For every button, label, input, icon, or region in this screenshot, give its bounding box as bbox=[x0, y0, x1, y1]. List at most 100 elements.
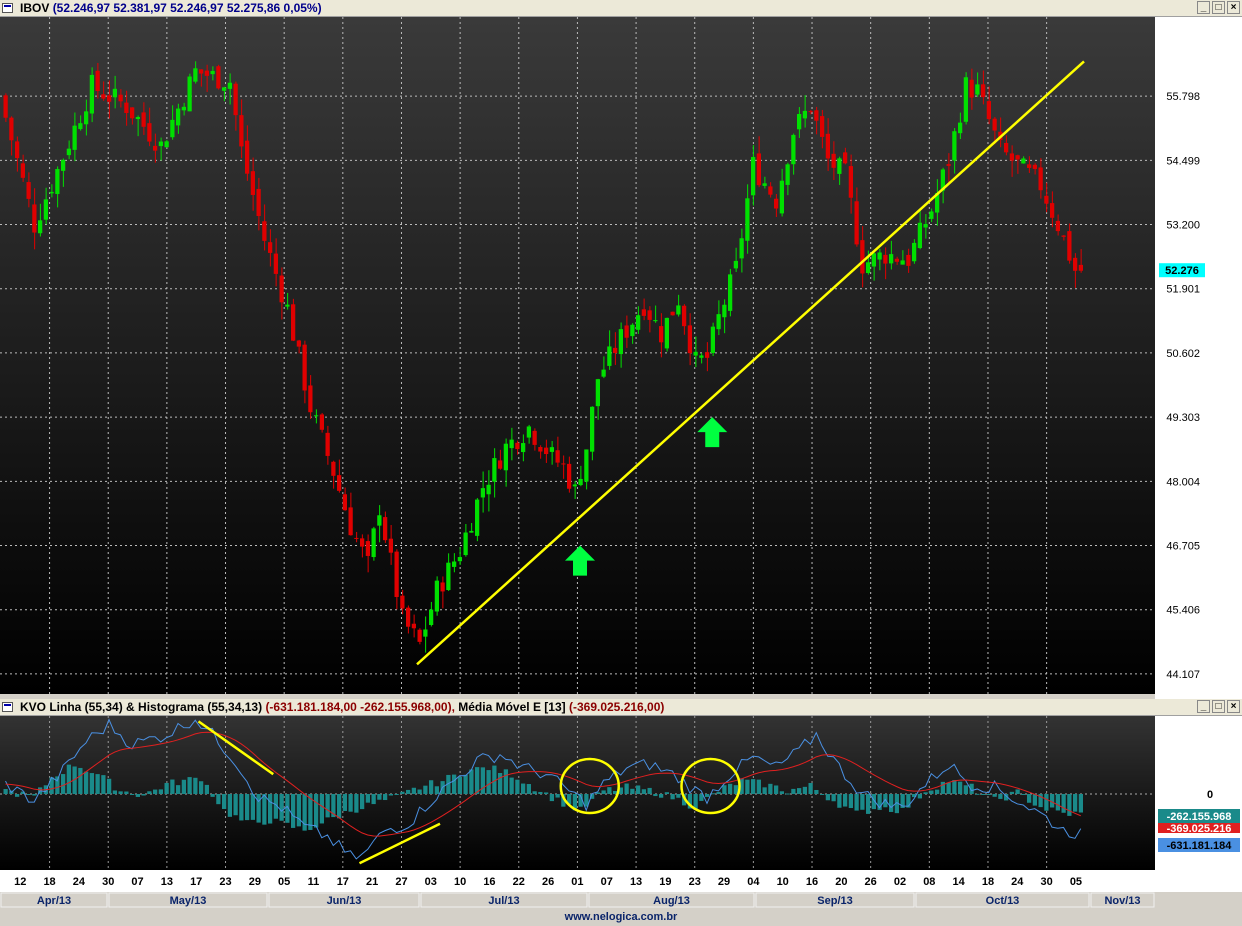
price-chart[interactable]: 55.798 54.499 53.200 51.901 50.602 49.303 48.0… bbox=[0, 17, 1242, 699]
candle-down bbox=[245, 140, 250, 174]
kvo-histogram-bar bbox=[72, 766, 77, 794]
close-button[interactable]: × bbox=[1227, 1, 1240, 14]
kvo-histogram-bar bbox=[130, 794, 135, 795]
x-tick-label: 07 bbox=[131, 876, 143, 888]
kvo-close-button[interactable]: × bbox=[1227, 700, 1240, 713]
kvo-histogram-bar bbox=[664, 792, 669, 794]
candle-down bbox=[204, 70, 209, 76]
candle-up bbox=[664, 317, 669, 349]
kvo-histogram-bar bbox=[3, 789, 8, 794]
candle-down bbox=[9, 117, 14, 141]
x-tick-label: 10 bbox=[777, 876, 789, 888]
kvo-histogram-bar bbox=[118, 791, 123, 794]
candle-up bbox=[89, 74, 94, 114]
candle-up bbox=[429, 609, 434, 625]
candle-down bbox=[216, 66, 221, 89]
x-tick-label: 07 bbox=[601, 876, 613, 888]
x-tick-label: 26 bbox=[865, 876, 877, 888]
candle-up bbox=[923, 224, 928, 228]
candle-down bbox=[400, 595, 405, 609]
kvo-maximize-button[interactable]: □ bbox=[1212, 700, 1225, 713]
candle-down bbox=[15, 141, 20, 159]
candle-up bbox=[423, 629, 428, 637]
candle-up bbox=[722, 304, 727, 318]
kvo-title: KVO Linha (55,34) & Histograma (55,34,13… bbox=[20, 700, 263, 714]
kvo-histogram-bar bbox=[687, 794, 692, 809]
candle-up bbox=[584, 449, 589, 482]
kvo-histogram-bar bbox=[538, 791, 543, 794]
y-tick-label: 49.303 bbox=[1166, 412, 1200, 424]
candle-up bbox=[578, 478, 583, 486]
candle-down bbox=[325, 432, 330, 456]
candle-down bbox=[843, 152, 848, 164]
kvo-histogram-bar bbox=[296, 794, 301, 827]
candle-up bbox=[866, 262, 871, 274]
candle-down bbox=[1015, 155, 1020, 160]
candle-up bbox=[940, 169, 945, 191]
kvo-histogram-bar bbox=[66, 764, 71, 794]
kvo-histogram-bar bbox=[906, 794, 911, 808]
kvo-minimize-button[interactable]: _ bbox=[1197, 700, 1210, 713]
kvo-histogram-bar bbox=[112, 790, 117, 794]
x-tick-label: 04 bbox=[747, 876, 760, 888]
kvo-histogram-bar bbox=[291, 794, 296, 828]
kvo-histogram-bar bbox=[641, 789, 646, 794]
candle-up bbox=[446, 562, 451, 591]
x-tick-label: 12 bbox=[14, 876, 26, 888]
kvo-histogram-bar bbox=[199, 781, 204, 794]
minimize-button[interactable]: _ bbox=[1197, 1, 1210, 14]
candle-up bbox=[572, 484, 577, 487]
candle-down bbox=[532, 430, 537, 445]
kvo-zero-label: 0 bbox=[1207, 789, 1213, 801]
candle-down bbox=[544, 447, 549, 455]
candle-up bbox=[38, 220, 43, 234]
kvo-histogram-bar bbox=[1073, 794, 1078, 812]
candle-up bbox=[492, 458, 497, 482]
kvo-ema-label: -369.025.216 bbox=[1167, 823, 1232, 835]
candle-up bbox=[791, 134, 796, 165]
candle-down bbox=[383, 517, 388, 541]
time-axis[interactable]: 12 18 24 30 07 13 17 23 29 05 11 17 21 27 03 10 16 22 26 01… bbox=[0, 870, 1242, 892]
maximize-button[interactable]: □ bbox=[1212, 1, 1225, 14]
candle-up bbox=[521, 443, 526, 453]
candle-down bbox=[687, 325, 692, 354]
up-arrow-marker bbox=[697, 417, 728, 448]
candle-up bbox=[975, 84, 980, 95]
kvo-histogram-bar bbox=[124, 791, 129, 794]
kvo-histogram-bar bbox=[153, 789, 158, 794]
kvo-histogram-bar bbox=[567, 794, 572, 805]
kvo-histogram-bar bbox=[745, 779, 750, 794]
footer-url[interactable]: www.nelogica.com.br bbox=[0, 908, 1242, 926]
kvo-histogram-bar bbox=[1032, 794, 1037, 806]
kvo-histogram-bar bbox=[526, 784, 531, 794]
x-tick-label: 24 bbox=[1011, 876, 1024, 888]
kvo-window-titlebar[interactable]: KVO Linha (55,34) & Histograma (55,34,13… bbox=[0, 699, 1242, 716]
kvo-histogram-bar bbox=[854, 794, 859, 811]
kvo-histogram-bar bbox=[992, 794, 997, 797]
candle-down bbox=[498, 460, 503, 469]
candle-up bbox=[135, 117, 140, 120]
candle-up bbox=[181, 106, 186, 111]
candle-up bbox=[72, 125, 77, 150]
kvo-histogram-bar bbox=[595, 792, 600, 794]
kvo-histogram-bar bbox=[400, 791, 405, 794]
y-tick-label: 51.901 bbox=[1166, 284, 1200, 296]
kvo-indicator-chart[interactable]: 0 -262.155.968-369.025.216 -631.181.184 bbox=[0, 716, 1242, 870]
main-window-titlebar[interactable]: IBOV (52.246,97 52.381,97 52.246,97 52.2… bbox=[0, 0, 1242, 17]
month-axis[interactable]: Apr/13 May/13 Jun/13 Jul/13 Aug/13 Sep/13 Oct/… bbox=[0, 892, 1242, 908]
kvo-histogram-bar bbox=[26, 794, 31, 795]
y-tick-label: 45.406 bbox=[1166, 605, 1200, 617]
x-tick-label: 21 bbox=[366, 876, 378, 888]
kvo-histogram-bar bbox=[860, 794, 865, 810]
kvo-histogram-bar bbox=[802, 786, 807, 794]
candle-down bbox=[101, 94, 106, 99]
candle-down bbox=[756, 153, 761, 186]
candle-down bbox=[1032, 164, 1037, 169]
kvo-histogram-bar bbox=[917, 794, 922, 799]
candle-down bbox=[1044, 195, 1049, 204]
candle-down bbox=[141, 112, 146, 127]
kvo-histogram-bar bbox=[739, 778, 744, 794]
candle-up bbox=[797, 114, 802, 130]
candle-up bbox=[739, 238, 744, 259]
kvo-histogram-bar bbox=[1061, 794, 1066, 813]
